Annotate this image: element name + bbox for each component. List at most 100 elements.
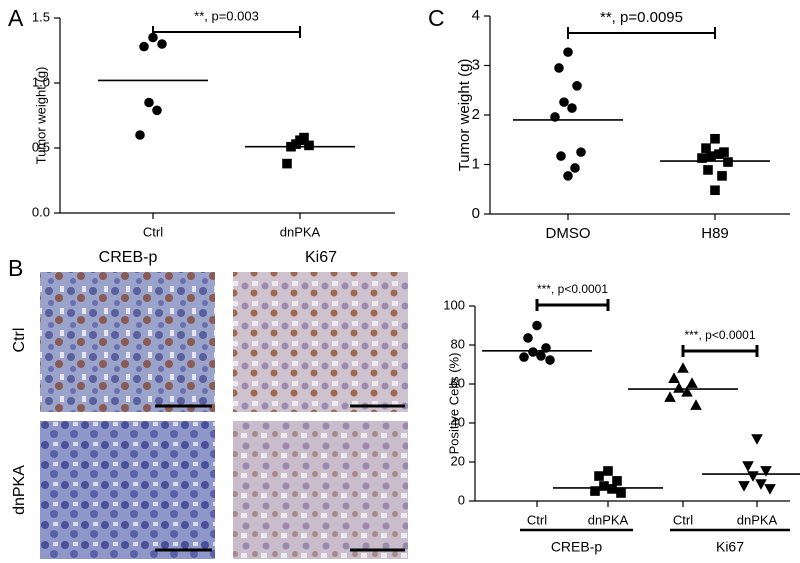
- data-point: [612, 476, 622, 486]
- data-point: [714, 149, 724, 159]
- group-label: CREB-p: [551, 539, 603, 555]
- y-tick-label: 1.0: [32, 74, 50, 89]
- data-point: [528, 347, 538, 357]
- y-tick-label: 0: [472, 205, 480, 222]
- x-tick-label: dnPKA: [588, 512, 629, 527]
- data-point: [590, 486, 600, 496]
- data-point: [723, 157, 733, 167]
- data-point: [719, 147, 729, 157]
- data-point: [701, 143, 711, 153]
- y-tick-label: 3: [472, 56, 480, 73]
- data-point: [755, 479, 767, 490]
- data-point: [738, 481, 750, 492]
- data-point: [668, 372, 680, 383]
- column-label: Ki67: [305, 249, 337, 266]
- panel-label: B: [8, 255, 23, 281]
- significance-label: ***, p<0.0001: [684, 328, 755, 342]
- x-tick-label: DMSO: [546, 225, 591, 242]
- data-point: [664, 391, 676, 402]
- data-point: [139, 41, 149, 52]
- y-tick-label: 1: [472, 155, 480, 172]
- data-point: [291, 139, 301, 149]
- y-tick-label: 0: [458, 492, 465, 507]
- y-tick-label: 0.5: [32, 139, 50, 154]
- data-point: [710, 185, 720, 196]
- data-point: [563, 47, 573, 57]
- significance-bracket: [535, 299, 610, 311]
- data-point: [570, 163, 580, 173]
- data-point: [282, 158, 292, 169]
- data-point: [673, 382, 685, 393]
- data-point: [135, 130, 145, 140]
- micrograph: [233, 421, 408, 559]
- data-point: [717, 171, 727, 181]
- data-point: [751, 434, 763, 445]
- data-point: [594, 471, 604, 481]
- x-tick-label: Ctrl: [527, 512, 547, 527]
- y-tick-label: 100: [443, 297, 465, 312]
- significance-bracket: [152, 26, 301, 38]
- x-tick-label: Ctrl: [673, 512, 693, 527]
- scale-bars: [155, 404, 405, 552]
- data-point: [616, 488, 626, 498]
- data-point: [681, 386, 693, 397]
- data-point: [599, 481, 609, 491]
- data-point: [686, 377, 698, 388]
- micrograph: [40, 272, 215, 412]
- micrograph: [40, 421, 215, 559]
- x-tick-label: H89: [701, 225, 729, 242]
- data-point: [706, 151, 716, 161]
- y-axis-label: Positive Cells (%): [446, 353, 461, 455]
- data-point: [532, 320, 542, 331]
- y-axis-label: Tumor weight (g): [456, 59, 473, 172]
- data-point: [545, 355, 555, 365]
- y-tick-label: 80: [451, 336, 465, 351]
- row-label: Ctrl: [11, 328, 28, 353]
- data-point: [690, 399, 702, 410]
- y-tick-label: 1.5: [32, 9, 50, 24]
- x-tick-label: Ctrl: [143, 224, 163, 239]
- data-point: [554, 63, 564, 73]
- data-point: [697, 153, 707, 163]
- x-tick-label: dnPKA: [737, 512, 778, 527]
- significance-label: **, p=0.0095: [600, 9, 683, 26]
- x-tick-label: dnPKA: [280, 224, 321, 239]
- data-point: [563, 171, 573, 181]
- data-point: [519, 352, 529, 362]
- micrograph: [233, 272, 408, 412]
- data-point: [567, 103, 577, 113]
- data-point: [556, 151, 566, 161]
- data-point: [742, 461, 754, 472]
- y-tick-label: 60: [451, 375, 465, 390]
- data-point: [144, 97, 154, 108]
- significance-bracket: [567, 27, 716, 39]
- data-point: [710, 133, 720, 144]
- y-tick-label: 20: [451, 453, 465, 468]
- significance-label: **, p=0.003: [194, 8, 259, 23]
- significance-bracket: [681, 345, 759, 357]
- data-point: [572, 80, 582, 91]
- data-point: [764, 484, 776, 495]
- data-point: [523, 333, 533, 343]
- y-tick-label: 2: [472, 106, 480, 123]
- data-point: [559, 97, 569, 107]
- panel-label: A: [8, 5, 24, 31]
- significance-label: ***, p<0.0001: [537, 282, 608, 296]
- panel-label: C: [428, 5, 445, 31]
- row-label: dnPKA: [11, 465, 28, 515]
- data-point: [157, 39, 167, 49]
- y-axis-label: Tumor weight (g): [33, 67, 48, 165]
- data-point: [576, 147, 586, 157]
- column-label: CREB-p: [99, 249, 158, 266]
- data-point: [603, 466, 613, 476]
- group-label: Ki67: [716, 539, 744, 555]
- data-point: [607, 484, 617, 494]
- data-point: [304, 140, 314, 151]
- data-point: [677, 362, 689, 373]
- data-point: [703, 165, 713, 175]
- data-point: [760, 466, 772, 477]
- data-point: [152, 105, 162, 116]
- y-tick-label: 40: [451, 414, 465, 429]
- y-tick-label: 0.0: [32, 204, 50, 219]
